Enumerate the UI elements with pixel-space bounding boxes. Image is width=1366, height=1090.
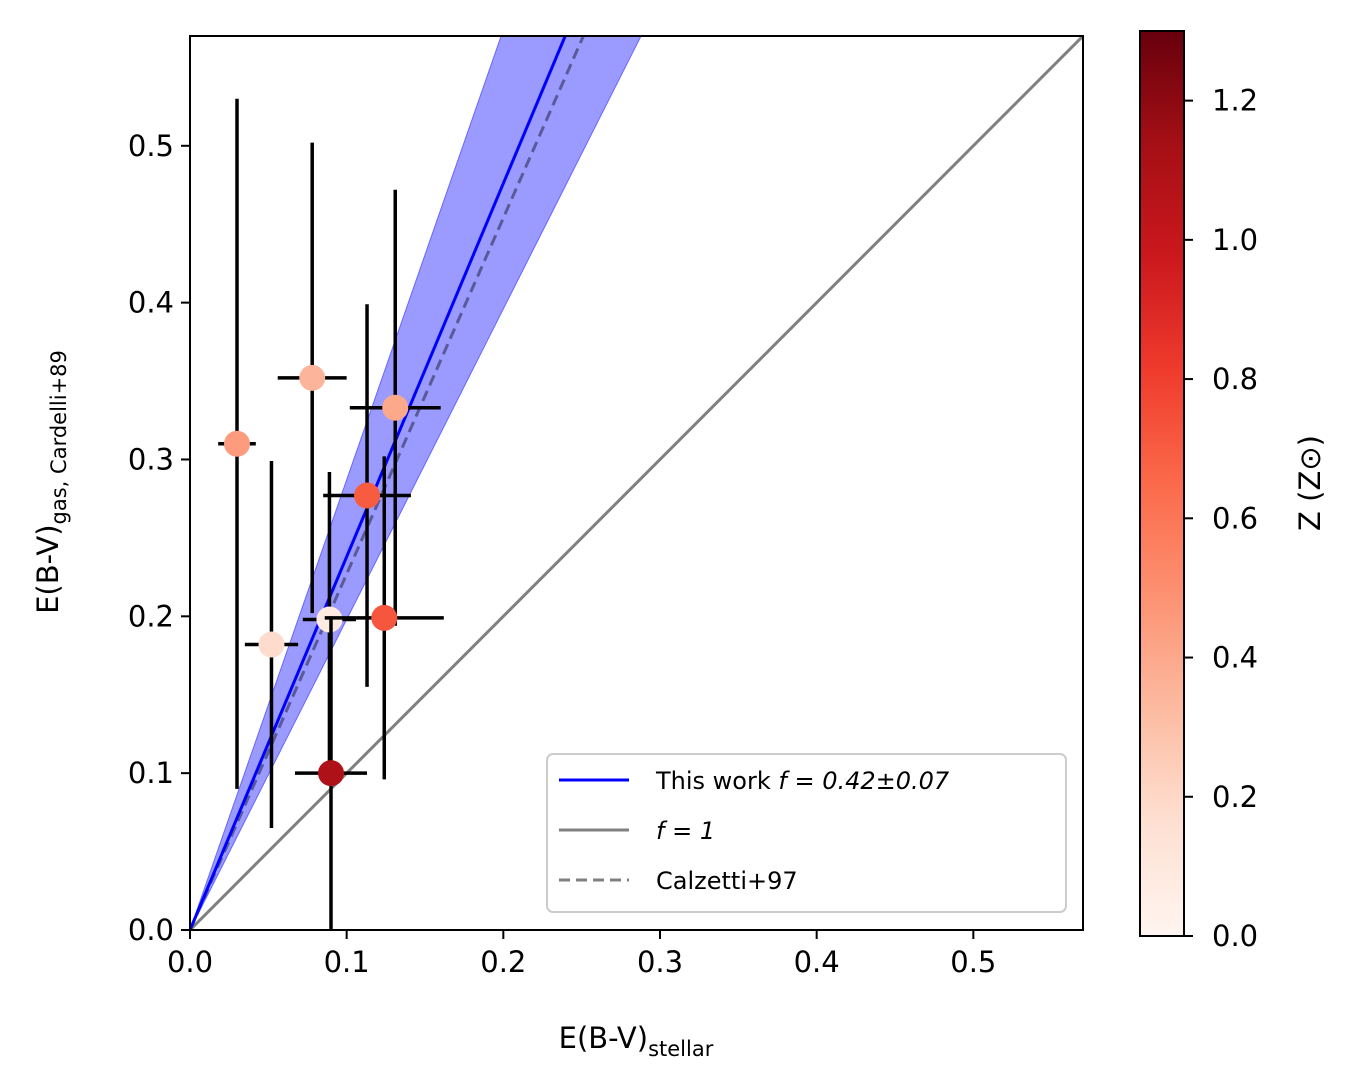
y-axis-label: E(B-V)gas, Cardelli+89 [31,350,71,614]
colorbar-tick-label: 1.2 [1212,84,1258,118]
fit-line [190,36,567,930]
y-tick-label: 0.4 [128,286,174,320]
y-axis: 0.0 0.1 0.2 0.3 0.4 0.5 [128,129,190,947]
data-point [318,760,344,787]
colorbar-tick-label: 0.2 [1212,780,1258,814]
x-tick-label: 0.0 [167,945,213,979]
plot-frame [189,35,1084,931]
x-tick-label: 0.5 [950,945,996,979]
y-tick-label: 0.5 [128,129,174,163]
calzetti-line [190,36,585,930]
colorbar-tick-label: 1.0 [1212,223,1258,257]
data-point-group [244,461,299,829]
y-tick-label: 0.0 [128,913,174,947]
y-tick-label: 0.2 [128,599,174,633]
data-point [354,482,381,509]
data-point-group [294,616,368,930]
data-point-group [349,189,441,626]
data-point [258,631,285,658]
data-point-group [324,456,444,780]
x-tick-label: 0.3 [637,945,683,979]
x-axis-label: E(B-V)stellar [559,1021,714,1061]
y-tick-label: 0.1 [128,756,174,790]
x-tick-label: 0.4 [794,945,840,979]
colorbar-tick-label: 0.8 [1212,362,1258,396]
plot-area [189,35,1084,931]
data-point-group [323,304,411,687]
data-point-group [277,142,347,614]
data-point [299,364,326,391]
data-point [382,394,409,421]
data-point [371,604,398,631]
colorbar-gradient [1139,30,1185,937]
colorbar: 0.0 0.2 0.4 0.6 0.8 1.0 1.2 Z (Z⊙) [1139,30,1327,953]
x-tick-label: 0.1 [324,945,370,979]
legend-fit-label: This work f = 0.42±0.07 [655,767,950,795]
legend-box [546,753,1067,913]
x-tick-label: 0.2 [480,945,526,979]
fit-uncertainty-band [190,36,642,930]
data-point [224,430,250,457]
colorbar-tick-label: 0.0 [1212,919,1258,953]
x-axis: 0.0 0.1 0.2 0.3 0.4 0.5 [167,930,996,979]
y-tick-label: 0.3 [128,442,174,476]
colorbar-label: Z (Z⊙) [1293,435,1327,531]
legend-unity-label: f = 1 [656,817,715,845]
colorbar-tick-label: 0.6 [1212,501,1258,535]
colorbar-tick-label: 0.4 [1212,641,1258,675]
data-point-group [218,98,256,789]
legend-calzetti-label: Calzetti+97 [656,867,798,895]
legend: This work f = 0.42±0.07 f = 1 Calzetti+9… [546,753,1067,913]
